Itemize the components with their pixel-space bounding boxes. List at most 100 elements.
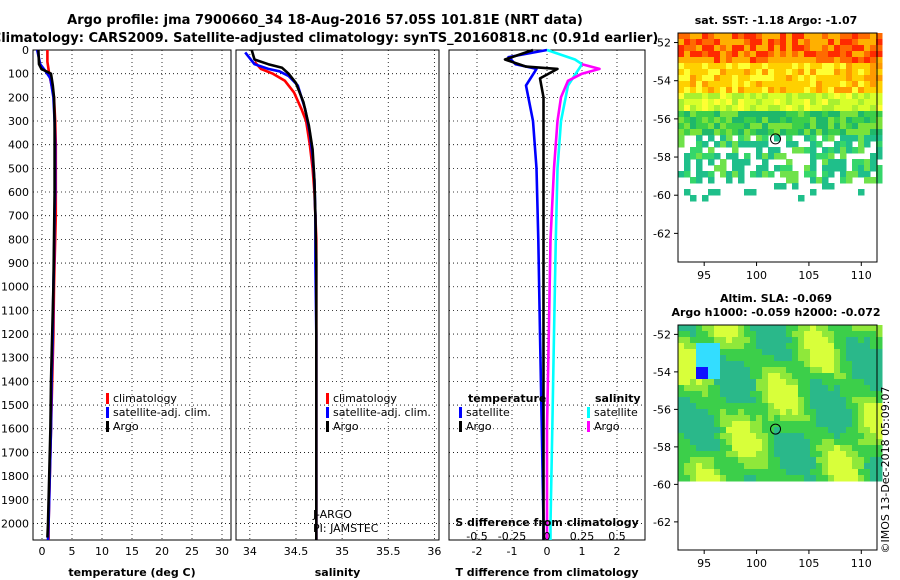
map-cell [696, 171, 703, 178]
map-cell [810, 141, 817, 148]
map-cell [684, 325, 691, 332]
map-cell [732, 63, 739, 70]
map-cell [780, 373, 787, 380]
map-cell [720, 111, 727, 118]
map-cell [846, 457, 853, 464]
map-cell [726, 123, 733, 130]
salinity-panel: 34 34.5 35 35.5 36salinityclimatologysatelli… [235, 49, 441, 579]
map-cell [792, 349, 799, 356]
map-cell [774, 117, 781, 124]
map-cell [828, 403, 835, 410]
map-cell [846, 379, 853, 386]
map-cell [780, 129, 787, 136]
map-cell [798, 343, 805, 350]
map-cell [852, 45, 859, 52]
map-cell [822, 117, 829, 124]
map-cell [774, 325, 781, 332]
map-cell [774, 439, 781, 446]
map-cell [780, 81, 787, 88]
map-cell [762, 445, 769, 452]
map-cell [846, 385, 853, 392]
map-cell [816, 451, 823, 458]
map-cell [750, 117, 757, 124]
map-cell [684, 129, 691, 136]
map-cell [840, 349, 847, 356]
map-cell [684, 93, 691, 100]
map-cell [876, 45, 883, 52]
map-cell [816, 433, 823, 440]
map-cell [720, 81, 727, 88]
map-cell [858, 165, 865, 172]
map-cell [876, 463, 883, 470]
map-cell [750, 475, 757, 482]
map-cell [744, 51, 751, 58]
map-cell [714, 325, 721, 332]
map-cell [852, 135, 859, 142]
map-cell [828, 105, 835, 112]
map-cell [702, 171, 709, 178]
map-cell [792, 379, 799, 386]
map-cell [876, 385, 883, 392]
map-cell [828, 39, 835, 46]
map-cell [810, 99, 817, 106]
map-cell [804, 385, 811, 392]
map-y-tick-label: -62 [653, 516, 671, 529]
map-cell [738, 117, 745, 124]
map-cell [726, 403, 733, 410]
map-cell [852, 475, 859, 482]
map-cell [696, 421, 703, 428]
map-cell [738, 403, 745, 410]
map-cell [804, 331, 811, 338]
map-cell [774, 469, 781, 476]
map-cell [726, 349, 733, 356]
map-cell [816, 153, 823, 160]
map-cell [738, 445, 745, 452]
map-cell [852, 99, 859, 106]
map-cell [756, 39, 763, 46]
map-cell [870, 93, 877, 100]
map-cell [876, 51, 883, 58]
map-cell [768, 337, 775, 344]
map-cell [738, 69, 745, 76]
map-cell [804, 469, 811, 476]
map-cell [780, 51, 787, 58]
map-cell [840, 367, 847, 374]
map-cell [774, 463, 781, 470]
map-cell [774, 385, 781, 392]
map-cell [726, 105, 733, 112]
map-cell [876, 427, 883, 434]
map-x-tick-label: 105 [798, 269, 819, 282]
map-cell [690, 129, 697, 136]
map-cell [738, 111, 745, 118]
map-cell [780, 439, 787, 446]
map-cell [690, 385, 697, 392]
map-cell [750, 81, 757, 88]
map-cell [858, 355, 865, 362]
map-cell [678, 129, 685, 136]
map-cell [876, 325, 883, 332]
map-cell [846, 33, 853, 40]
map-cell [858, 463, 865, 470]
map-cell [684, 331, 691, 338]
map-cell [768, 63, 775, 70]
map-cell [726, 337, 733, 344]
map-cell [828, 475, 835, 482]
legend-title-temperature: temperature [468, 392, 546, 405]
map-cell [714, 51, 721, 58]
map-cell [834, 373, 841, 380]
map-cell [816, 367, 823, 374]
map-cell [678, 367, 685, 374]
map-cell [678, 391, 685, 398]
map-cell [744, 75, 751, 82]
map-cell [720, 129, 727, 136]
x-tick-label: 15 [125, 545, 139, 558]
map-cell [840, 33, 847, 40]
map-cell [756, 87, 763, 94]
map-cell [822, 421, 829, 428]
map-cell [678, 421, 685, 428]
map-cell [810, 469, 817, 476]
map-cell [702, 93, 709, 100]
map-cell [750, 367, 757, 374]
map-cell [816, 445, 823, 452]
map-cell [852, 355, 859, 362]
